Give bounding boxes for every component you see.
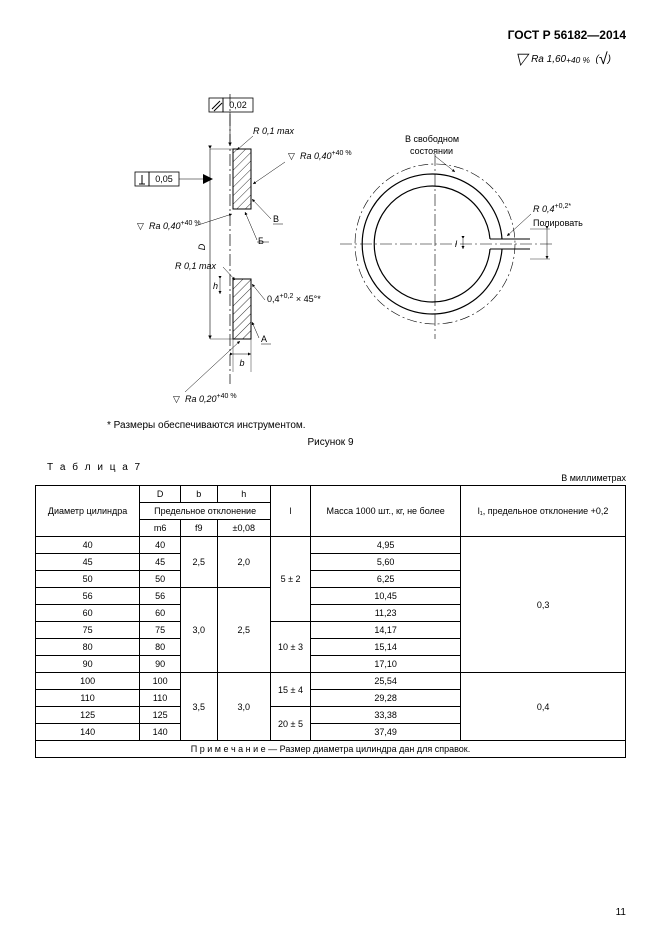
th-htol: ±0,08	[217, 520, 270, 537]
svg-text:R 0,1 max: R 0,1 max	[253, 126, 295, 136]
svg-text:▽: ▽	[173, 394, 180, 404]
svg-text:A: A	[261, 334, 267, 344]
svg-text:0,02: 0,02	[229, 100, 247, 110]
table-note: П р и м е ч а н и е — Размер диаметра ци…	[36, 741, 626, 758]
th-l1: l₁, предельное отклонение +0,2	[461, 486, 626, 537]
diagram-svg: D h b 0,02 0,05 R 0,1 max ▽ Ra 0,40+40 %…	[35, 54, 616, 414]
data-table: Диаметр цилиндра D b h l Масса 1000 шт.,…	[35, 485, 626, 758]
svg-text:▽: ▽	[137, 221, 144, 231]
svg-text:Б: Б	[258, 236, 264, 246]
svg-text:Полировать: Полировать	[533, 218, 583, 228]
figure-caption: Рисунок 9	[35, 437, 626, 448]
svg-text:b: b	[239, 358, 244, 368]
svg-text:R 0,1 max: R 0,1 max	[175, 261, 217, 271]
th-deviation: Предельное отклонение	[140, 503, 271, 520]
th-m6: m6	[140, 520, 181, 537]
svg-text:состоянии: состоянии	[410, 146, 453, 156]
diagram: ▽ Ra 1,60 +40 % (√) D h b 0,02	[35, 54, 626, 414]
svg-text:▽: ▽	[288, 151, 295, 161]
th-D: D	[140, 486, 181, 503]
svg-text:В свободном: В свободном	[405, 134, 459, 144]
th-l: l	[271, 486, 311, 537]
svg-text:D: D	[197, 243, 207, 250]
th-f9: f9	[181, 520, 218, 537]
svg-text:R 0,4+0,2*: R 0,4+0,2*	[533, 203, 571, 214]
doc-header: ГОСТ Р 56182—2014	[35, 28, 626, 42]
svg-text:0,4+0,2 × 45°*: 0,4+0,2 × 45°*	[267, 293, 321, 304]
svg-text:Ra 0,40+40 %: Ra 0,40+40 %	[149, 220, 201, 231]
svg-text:l: l	[455, 239, 458, 249]
svg-text:Ra 0,20+40 %: Ra 0,20+40 %	[185, 393, 237, 404]
th-h: h	[217, 486, 270, 503]
svg-text:0,05: 0,05	[155, 174, 173, 184]
svg-text:Ra 0,40+40 %: Ra 0,40+40 %	[300, 150, 352, 161]
svg-text:h: h	[213, 281, 218, 291]
table-label: Т а б л и ц а 7	[47, 462, 626, 473]
global-surface-symbol: ▽ Ra 1,60 +40 % (√)	[515, 54, 611, 65]
svg-text:B: B	[273, 214, 279, 224]
footnote: * Размеры обеспечиваются инструментом.	[107, 420, 626, 431]
th-b: b	[181, 486, 218, 503]
units: В миллиметрах	[35, 473, 626, 483]
page-number: 11	[616, 907, 626, 918]
th-mass: Масса 1000 шт., кг, не более	[311, 486, 461, 537]
th-diam: Диаметр цилиндра	[36, 486, 140, 537]
